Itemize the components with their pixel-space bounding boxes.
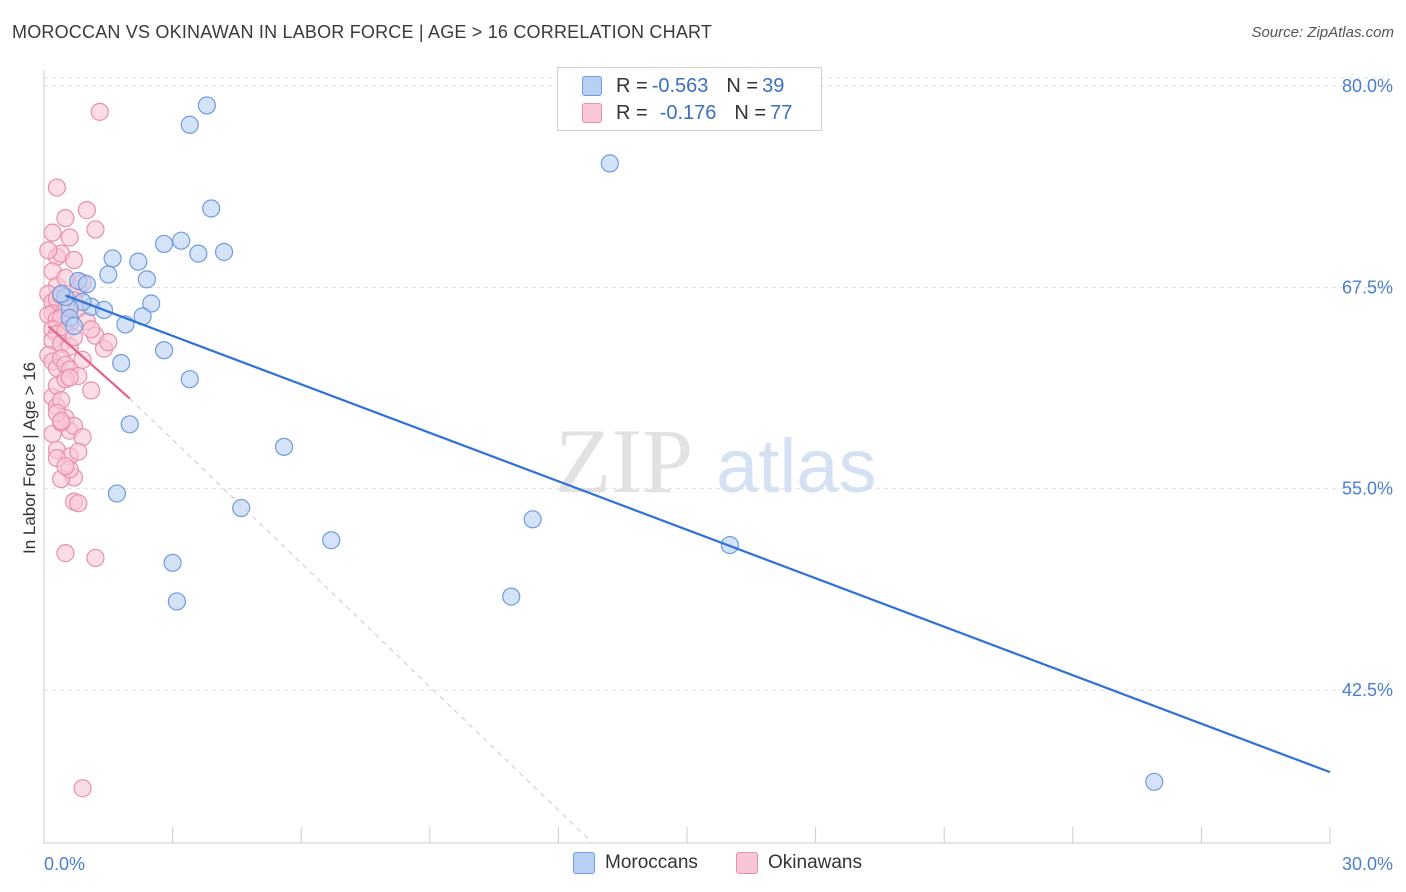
moroccan-point	[163, 553, 182, 572]
moroccan-point	[202, 199, 221, 218]
legend-swatch-pink	[582, 103, 602, 123]
y-tick-label: 80.0%	[1342, 76, 1393, 96]
okinawan-point	[56, 457, 75, 476]
legend-row-okinawans: R = -0.176 N = 77	[582, 101, 792, 125]
moroccan-point	[172, 231, 191, 250]
moroccan-point	[197, 96, 216, 115]
moroccan-point	[129, 252, 148, 271]
moroccan-point	[274, 437, 294, 456]
moroccan-point	[154, 234, 174, 254]
okinawan-point	[69, 494, 88, 513]
okinawan-point	[69, 442, 88, 461]
moroccan-point	[502, 587, 521, 606]
moroccan-point	[1145, 772, 1164, 791]
moroccan-point	[180, 370, 199, 389]
okinawan-point	[73, 779, 92, 798]
okinawan-point	[64, 250, 84, 270]
okinawan-point	[60, 368, 79, 387]
okinawan-point	[86, 548, 105, 568]
legend-n-value: 77	[770, 101, 793, 124]
moroccan-point	[214, 242, 234, 262]
moroccan-point	[180, 115, 199, 134]
moroccan-point	[232, 498, 251, 518]
x-tick-label: 0.0%	[44, 854, 85, 874]
legend-r-value: -0.176	[659, 101, 717, 124]
okinawan-point	[52, 411, 71, 431]
okinawan-point	[73, 350, 92, 369]
moroccan-point	[600, 154, 619, 173]
legend-r-label: R =	[616, 74, 648, 97]
moroccan-point	[167, 592, 186, 611]
y-tick-label: 55.0%	[1342, 479, 1393, 499]
moroccan-point	[142, 294, 161, 313]
okinawan-trendline-extension	[129, 398, 594, 844]
watermark-atlas: atlas	[716, 424, 877, 509]
okinawan-point	[43, 223, 62, 242]
legend-label-okinawans: Okinawans	[768, 852, 862, 873]
y-tick-label: 42.5%	[1342, 680, 1393, 700]
moroccan-point	[137, 270, 156, 289]
series-legend: Moroccans Okinawans	[0, 852, 1406, 878]
legend-swatch-pink	[736, 852, 758, 874]
y-tick-label: 67.5%	[1342, 277, 1393, 297]
legend-n-label: N =	[726, 74, 759, 97]
legend-swatch-blue	[582, 76, 602, 96]
okinawan-point	[99, 333, 118, 352]
moroccan-point	[523, 510, 542, 529]
okinawan-point	[60, 228, 79, 247]
legend-r-label: R =	[616, 101, 648, 124]
legend-item-moroccans[interactable]: Moroccans	[573, 852, 698, 874]
x-tick-label: 30.0%	[1342, 854, 1393, 874]
okinawan-point	[56, 209, 75, 228]
moroccan-point	[189, 244, 208, 263]
moroccan-point	[154, 341, 174, 360]
okinawan-point	[77, 201, 96, 220]
legend-n-value: 39	[762, 74, 785, 97]
okinawan-point	[82, 320, 101, 339]
okinawan-point	[86, 220, 105, 239]
moroccan-point	[99, 265, 118, 284]
correlation-legend: R = -0.563 N = 39 R = -0.176 N = 77	[557, 67, 822, 131]
moroccan-point	[120, 415, 139, 434]
source-label: Source: ZipAtlas.com	[1251, 24, 1394, 41]
okinawan-point	[90, 102, 109, 121]
legend-row-moroccans: R = -0.563 N = 39	[582, 74, 784, 98]
watermark-zip: ZIP	[555, 410, 693, 512]
okinawan-point	[47, 178, 66, 197]
moroccan-trendline	[65, 294, 1331, 774]
okinawan-trendline	[47, 325, 131, 400]
moroccan-point	[77, 275, 96, 294]
legend-label-moroccans: Moroccans	[605, 852, 698, 873]
okinawan-point	[82, 381, 101, 400]
moroccan-point	[112, 353, 131, 373]
legend-swatch-blue	[573, 852, 595, 874]
legend-n-label: N =	[734, 101, 767, 124]
moroccan-point	[64, 316, 84, 336]
chart-title: MOROCCAN VS OKINAWAN IN LABOR FORCE | AG…	[12, 22, 713, 42]
moroccan-point	[52, 284, 71, 303]
legend-item-okinawans[interactable]: Okinawans	[736, 852, 862, 874]
moroccan-point	[103, 249, 122, 268]
okinawan-point	[39, 241, 58, 260]
legend-r-value: -0.563	[651, 74, 709, 97]
moroccan-point	[107, 484, 126, 503]
okinawan-point	[56, 544, 75, 563]
moroccan-point	[322, 531, 341, 550]
